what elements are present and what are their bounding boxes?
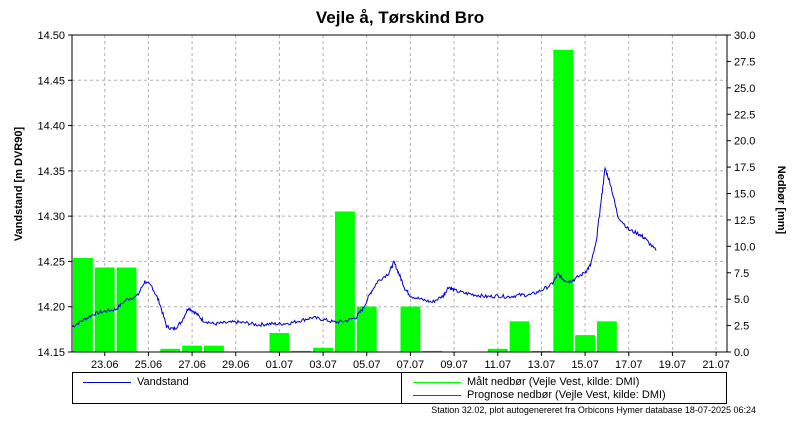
rain-bar	[182, 345, 202, 352]
rain-bar	[94, 267, 115, 352]
y-left-tick-label: 14.20	[37, 302, 65, 314]
y-right-tick-label: 2.5	[734, 321, 749, 333]
rain-bar	[575, 335, 595, 352]
plot-background	[72, 35, 727, 352]
legend-swatch-measured	[413, 381, 461, 383]
water-level-line	[71, 166, 657, 331]
y-right-tick-label: 20.0	[734, 136, 755, 148]
rain-bar	[160, 348, 181, 352]
x-tick-label: 13.07	[528, 359, 556, 371]
rain-bar	[487, 348, 508, 352]
rain-bars	[73, 49, 617, 352]
x-tick-label: 15.07	[571, 359, 599, 371]
x-tick-label: 19.07	[659, 359, 687, 371]
x-tick-label: 05.07	[353, 359, 381, 371]
footnote: Station 32.02, plot autogenereret fra Or…	[431, 405, 756, 415]
y-right-tick-label: 7.5	[734, 268, 749, 280]
rain-bar	[204, 345, 224, 352]
x-tick-label: 01.07	[266, 359, 294, 371]
x-tick-label: 23.06	[91, 359, 119, 371]
x-tick-label: 29.06	[222, 359, 250, 371]
rain-bar	[356, 306, 377, 352]
x-tick-label: 17.07	[615, 359, 643, 371]
rain-bar	[400, 306, 421, 352]
rain-bar	[509, 321, 530, 352]
legend-label-measured: Målt nedbør (Vejle Vest, kilde: DMI)	[467, 376, 640, 388]
rain-bar	[73, 257, 93, 352]
legend-divider	[401, 373, 402, 403]
legend-label-forecast: Prognose nedbør (Vejle Vest, kilde: DMI)	[467, 389, 666, 401]
legend-item-measured: Målt nedbør (Vejle Vest, kilde: DMI)	[413, 376, 639, 388]
x-tick-label: 07.07	[397, 359, 425, 371]
legend-item-water: Vandstand	[83, 376, 189, 388]
y-left-tick-label: 14.50	[37, 30, 65, 42]
y-left-tick-label: 14.25	[37, 256, 65, 268]
legend-label-water: Vandstand	[137, 376, 189, 388]
y-right-tick-label: 12.5	[734, 215, 755, 227]
x-tick-label: 03.07	[309, 359, 337, 371]
x-axis-ticks: 23.06 25.06 27.06 29.06 01.07 03.07 05.07 07.07…	[91, 352, 730, 371]
y-left-tick-label: 14.30	[37, 211, 65, 223]
y-right-tick-label: 27.5	[734, 56, 755, 68]
rain-bar	[531, 350, 552, 352]
rain-bar	[116, 267, 137, 352]
legend: Vandstand Målt nedbør (Vejle Vest, kilde…	[72, 372, 727, 404]
y-right-tick-label: 30.0	[734, 30, 755, 42]
rain-bar	[269, 332, 290, 352]
y-left-tick-label: 14.40	[37, 121, 65, 133]
x-tick-label: 27.06	[178, 359, 206, 371]
y-right-tick-label: 5.0	[734, 294, 749, 306]
x-tick-label: 09.07	[440, 359, 468, 371]
y-right-tick-label: 0.0	[734, 347, 749, 359]
legend-item-forecast: Prognose nedbør (Vejle Vest, kilde: DMI)	[413, 389, 666, 401]
x-tick-label: 11.07	[484, 359, 511, 371]
rain-bar	[597, 321, 617, 352]
x-tick-label: 25.06	[135, 359, 163, 371]
y-left-tick-label: 14.45	[37, 75, 65, 87]
chart-title: Vejle å, Tørskind Bro	[315, 8, 485, 27]
y-axis-left-ticks: 14.15 14.20 14.25 14.30 14.35 14.40 14.45 14.50	[37, 30, 72, 359]
y-axis-right-label: Nedbør [mm]	[775, 166, 787, 235]
y-right-tick-label: 15.0	[734, 189, 755, 201]
rain-bar	[313, 347, 333, 352]
legend-swatch-water	[83, 381, 131, 383]
y-right-tick-label: 17.5	[734, 162, 755, 174]
y-right-tick-label: 10.0	[734, 241, 755, 253]
x-tick-label: 21.07	[702, 359, 730, 371]
legend-swatch-forecast	[413, 394, 461, 396]
y-left-tick-label: 14.35	[37, 166, 65, 178]
y-right-tick-label: 25.0	[734, 83, 755, 95]
y-left-tick-label: 14.15	[37, 347, 65, 359]
rain-bar	[335, 211, 355, 352]
rain-bar	[291, 350, 312, 352]
rain-bar	[422, 350, 443, 352]
y-right-tick-label: 22.5	[734, 109, 755, 121]
chart-svg: 23.06 25.06 27.06 29.06 01.07 03.07 05.07 07.07…	[13, 30, 787, 371]
y-axis-left-label: Vandstand [m DVR90]	[13, 127, 25, 242]
rain-bar	[553, 49, 574, 352]
y-axis-right-ticks: 0.0 2.5 5.0 7.5 10.0 12.5 15.0 17.5 20.0 22.5 25.0…	[727, 30, 755, 359]
